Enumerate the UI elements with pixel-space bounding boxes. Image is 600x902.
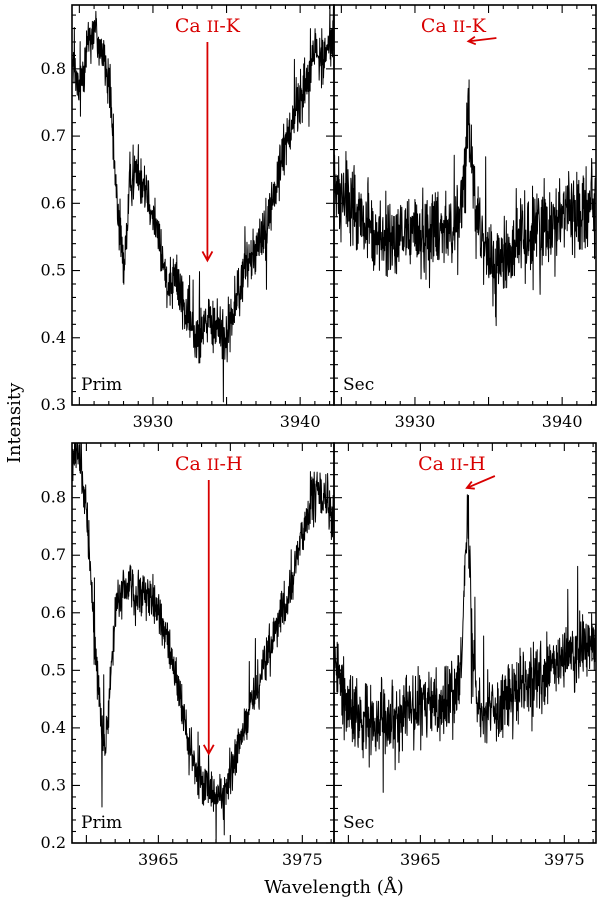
y-tick-label: 0.3 [41, 775, 66, 794]
panel-label-sec: Sec [343, 375, 374, 395]
y-tick-label: 0.6 [41, 193, 66, 212]
x-tick-label: 3940 [280, 412, 321, 431]
x-tick-label: 3930 [395, 412, 436, 431]
line-annotation-label: Ca II-K [421, 15, 487, 37]
panel-row0-sec: 3930 3940 Sec Ca II-K [333, 4, 597, 431]
y-tick-label: 0.6 [41, 603, 66, 622]
line-annotation-arrow [465, 475, 496, 490]
spectrum-line-row1-sec [334, 494, 596, 793]
y-tick-label: 0.5 [41, 261, 66, 280]
line-annotation-label: Ca II-H [175, 453, 243, 475]
x-tick-label: 3975 [544, 850, 585, 869]
y-tick-label: 0.7 [41, 126, 66, 145]
spectrum-line-row0-sec [334, 79, 596, 327]
panel-row1-sec: 3965 3975 Sec Ca II-H [333, 442, 597, 869]
y-tick-label: 0.3 [41, 395, 66, 414]
y-tick-label: 0.5 [41, 660, 66, 679]
panel-label-sec: Sec [343, 813, 374, 833]
spectrum-line-row0-prim [72, 5, 334, 403]
line-annotation-label: Ca II-H [418, 453, 486, 475]
line-annotation-arrow [201, 42, 214, 263]
x-tick-label: 3965 [400, 850, 441, 869]
x-tick-label: 3940 [542, 412, 583, 431]
line-annotation-arrow [466, 35, 497, 46]
x-tick-label: 3965 [138, 850, 179, 869]
y-tick-label: 0.8 [41, 488, 66, 507]
panel-row1-prim: 0.2 0.3 0.4 0.5 0.6 0.7 0.8 3965 3975 Prim Ca II-H [41, 442, 335, 869]
x-tick-label: 3930 [133, 412, 174, 431]
axes-frame-row1-sec [333, 442, 597, 844]
y-axis-title: Intensity [4, 382, 25, 463]
spectrum-line-row1-prim [72, 443, 334, 843]
y-tick-label: 0.4 [41, 718, 66, 737]
axes-frame-row0-sec [333, 4, 597, 406]
x-axis-title: Wavelength (Å) [264, 876, 404, 898]
panel-row0-prim: 0.3 0.4 0.5 0.6 0.7 0.8 3930 3940 Prim Ca II-K [41, 4, 335, 431]
panel-label-prim: Prim [81, 813, 122, 833]
y-tick-label: 0.2 [41, 833, 66, 852]
x-tick-label: 3975 [282, 850, 323, 869]
y-tick-label: 0.7 [41, 545, 66, 564]
y-tick-label: 0.8 [41, 59, 66, 78]
line-annotation-label: Ca II-K [175, 15, 241, 37]
line-annotation-arrow [202, 480, 215, 756]
y-tick-label: 0.4 [41, 328, 66, 347]
panel-label-prim: Prim [81, 375, 122, 395]
